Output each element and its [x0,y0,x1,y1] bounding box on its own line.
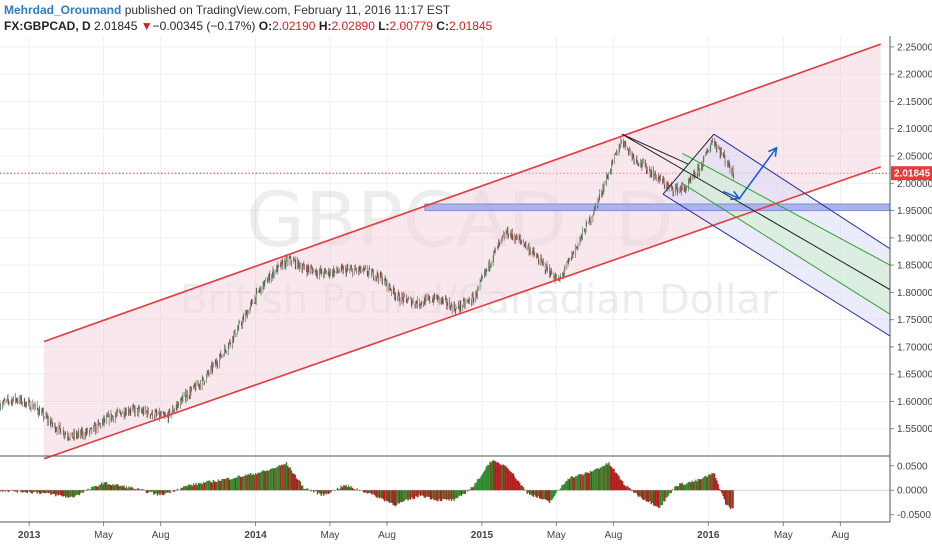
y-tick-label: 1.75000 [897,315,932,326]
open-label: O: [258,19,273,33]
ohlc-line: FX:GBPCAD, D 2.01845 ▼−0.00345 (−0.17%) … [4,19,492,33]
channel-fill [44,44,881,459]
chart-header: Mehrdad_Oroumand published on TradingVie… [0,0,932,36]
y-tick-label: 1.85000 [897,261,932,272]
y-tick-label: 2.25000 [897,42,932,53]
y-tick-label: 2.15000 [897,97,932,108]
osc-tick-label: 0.0500 [897,461,928,472]
pitchfork-median-line[interactable] [621,133,891,291]
channel-upper-line[interactable] [43,43,881,343]
low-value: 2.00779 [389,19,433,33]
axes: 2.25000 2.20000 2.15000 2.10000 2.05000 2.000… [0,36,932,541]
high-label: H: [318,19,332,33]
down-arrow-icon: ▼ [140,19,153,33]
y-tick-label: 1.60000 [897,397,932,408]
last-price: 2.01845 [94,19,138,33]
y-tick-label: 2.10000 [897,124,932,135]
y-tick-label: 1.65000 [897,370,932,381]
x-tick-label: Aug [831,530,849,541]
x-tick-label: Aug [152,530,170,541]
osc-tick-label: -0.0500 [897,510,931,521]
x-tick-label: Aug [604,530,622,541]
high-value: 2.02890 [331,19,375,33]
candles [0,136,735,442]
y-tick-label: 1.55000 [897,424,932,435]
drawings-lines[interactable] [43,43,891,460]
x-tick-label: 2016 [697,530,720,541]
forecast-arrow-line [738,147,778,200]
x-tick-label: Aug [378,530,396,541]
last-price-tag-label: 2.01845 [894,169,931,180]
pitchfork-stem [621,133,689,165]
symbol-label[interactable]: FX:GBPCAD, D [4,19,91,33]
author-link[interactable]: Mehrdad_Oroumand [4,3,122,17]
close-label: C: [436,19,449,33]
arrowhead-icon [768,146,778,157]
forecast-arrow-line [722,190,740,200]
y-tick-label: 1.70000 [897,342,932,353]
x-tick-label: May [320,530,339,541]
pitchfork-lower-line[interactable] [662,193,891,337]
y-tick-label: 2.00000 [897,179,932,190]
pitchfork-inner-lower-line[interactable] [681,182,891,315]
publish-line: Mehrdad_Oroumand published on TradingVie… [4,3,450,17]
pitchfork-inner-upper-line[interactable] [681,152,891,266]
last-price-tag [891,166,932,181]
pitchfork-inner-fill [682,153,890,315]
x-tick-label: 2013 [18,530,41,541]
oscillator-histogram [0,460,890,510]
x-tick-label: May [774,530,793,541]
open-value: 2.02190 [272,19,316,33]
channel-lower-line[interactable] [43,166,881,460]
y-tick-label: 1.90000 [897,233,932,244]
drawings-fill [0,44,891,459]
x-tick-label: May [94,530,113,541]
x-tick-label: 2015 [471,530,494,541]
y-tick-label: 2.20000 [897,70,932,81]
osc-tick-label: 0.0000 [897,486,928,497]
y-tick-label: 1.95000 [897,206,932,217]
x-tick-label: 2014 [244,530,267,541]
close-value: 2.01845 [448,19,493,33]
price-chart[interactable]: GBPCAD, D British Pound/Canadian Dollar … [0,36,932,550]
support-zone [424,203,891,212]
x-tick-label: May [547,530,566,541]
pitchfork-upper-line[interactable] [713,133,891,250]
y-tick-label: 2.05000 [897,152,932,163]
price-change: −0.00345 (−0.17%) [152,19,256,33]
published-text: published on TradingView.com, February 1… [124,3,451,17]
low-label: L: [378,19,390,33]
y-tick-label: 1.80000 [897,288,932,299]
